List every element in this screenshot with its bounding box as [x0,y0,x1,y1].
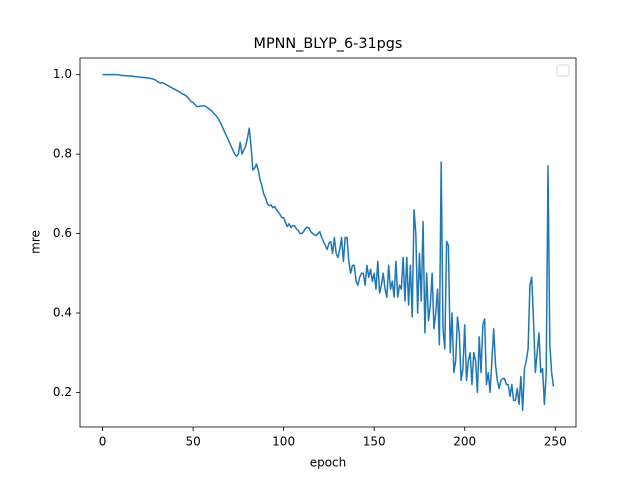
y-tick-label: 0.8 [53,147,72,161]
x-tick-label: 50 [185,435,200,449]
y-tick-label: 0.6 [53,226,72,240]
y-tick-label: 0.2 [53,385,72,399]
x-tick-label: 150 [363,435,386,449]
y-tick-label: 0.4 [53,306,72,320]
chart-title: MPNN_BLYP_6-31pgs [254,36,403,52]
x-tick-label: 250 [544,435,567,449]
x-axis-label: epoch [310,456,347,470]
data-line [102,73,555,412]
x-tick-label: 0 [99,435,107,449]
y-tick-label: 1.0 [53,67,72,81]
plot-frame [79,57,577,428]
legend-box [556,64,570,77]
y-axis-label: mre [29,230,43,254]
x-tick-label: 100 [272,435,295,449]
x-tick-label: 200 [453,435,476,449]
